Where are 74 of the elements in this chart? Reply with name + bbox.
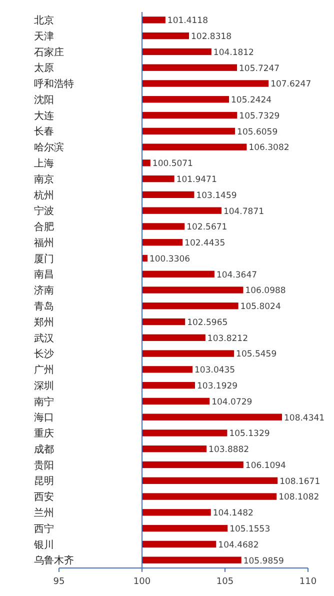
data-label: 105.5459 — [236, 350, 277, 360]
data-label: 102.5965 — [187, 318, 228, 328]
data-label: 103.8882 — [208, 445, 250, 456]
y-tick-label: 上海 — [34, 158, 54, 170]
y-tick-label: 厦门 — [34, 252, 54, 265]
y-tick-label: 长春 — [34, 126, 54, 138]
y-tick-label: 福州 — [34, 236, 54, 249]
y-tick-label: 郑州 — [34, 316, 54, 328]
y-tick-label: 宁波 — [34, 205, 54, 218]
data-label: 104.1482 — [212, 508, 254, 519]
y-tick-label: 合肥 — [34, 221, 54, 234]
data-label: 101.9471 — [176, 175, 217, 185]
data-label: 101.4118 — [167, 16, 208, 26]
data-label: 102.4435 — [184, 238, 226, 249]
x-tick-label: 100 — [133, 577, 151, 587]
y-tick-label: 南宁 — [34, 396, 54, 408]
data-label: 105.7329 — [239, 111, 280, 122]
data-label: 104.0729 — [212, 397, 252, 408]
y-tick-label: 太原 — [34, 62, 54, 74]
data-label: 102.5671 — [186, 222, 228, 233]
data-label: 100.5071 — [152, 159, 193, 170]
y-tick-label: 银川 — [33, 538, 54, 551]
y-tick-label: 成都 — [34, 443, 54, 456]
y-tick-label: 杭州 — [33, 189, 54, 202]
data-label: 106.3082 — [248, 143, 290, 154]
data-label: 108.1671 — [280, 476, 320, 487]
x-tick-label: 105 — [216, 577, 234, 587]
y-tick-label: 北京 — [34, 14, 54, 27]
y-tick-label: 南京 — [34, 173, 54, 186]
y-tick-label: 乌鲁木齐 — [34, 554, 74, 567]
y-tick-label: 海口 — [34, 412, 54, 424]
y-tick-label: 呼和浩特 — [34, 78, 74, 90]
data-label: 102.8318 — [191, 32, 232, 42]
data-label: 106.0988 — [245, 286, 286, 296]
data-label: 105.9859 — [243, 556, 284, 566]
data-label: 108.4341 — [284, 413, 325, 424]
data-label: 103.8212 — [207, 334, 248, 344]
y-tick-label: 重庆 — [34, 428, 54, 440]
data-label: 108.1082 — [278, 492, 320, 503]
y-tick-label: 沈阳 — [34, 94, 54, 106]
data-label: 100.3306 — [149, 254, 190, 264]
y-tick-label: 西安 — [34, 491, 54, 504]
y-tick-label: 广州 — [34, 364, 54, 376]
data-label: 104.3647 — [216, 270, 258, 280]
y-tick-label: 昆明 — [34, 476, 54, 488]
data-label: 103.0435 — [194, 366, 236, 376]
data-label: 103.1929 — [197, 382, 238, 392]
y-tick-label: 兰州 — [34, 507, 54, 519]
y-tick-label: 天津 — [34, 30, 54, 42]
data-label: 106.1094 — [245, 460, 286, 471]
y-tick-label: 青岛 — [34, 300, 54, 312]
data-label: 105.7247 — [239, 64, 280, 74]
x-tick-label: 110 — [299, 577, 317, 587]
data-label: 107.6247 — [270, 80, 312, 90]
y-tick-label: 贵阳 — [34, 459, 54, 472]
y-tick-label: 深圳 — [34, 380, 54, 392]
x-tick-label: 95 — [53, 577, 65, 587]
y-tick-label: 武汉 — [34, 332, 54, 344]
data-label: 105.8024 — [240, 302, 281, 312]
data-label: 105.6059 — [237, 127, 278, 138]
data-label: 104.4682 — [218, 540, 259, 550]
y-tick-label: 南昌 — [34, 268, 54, 281]
data-label: 105.2424 — [231, 96, 272, 106]
data-label: 105.1553 — [230, 524, 270, 534]
data-label: 105.1329 — [229, 429, 270, 440]
y-tick-label: 西宁 — [34, 522, 54, 535]
y-tick-label: 石家庄 — [34, 46, 64, 58]
y-tick-label: 哈尔滨 — [34, 142, 64, 154]
y-tick-label: 长沙 — [34, 348, 54, 360]
data-label: 104.1812 — [213, 48, 254, 58]
y-tick-label: 济南 — [34, 284, 54, 297]
data-label: 103.1459 — [196, 190, 237, 201]
data-label: 104.7871 — [223, 206, 264, 217]
y-tick-label: 大连 — [34, 110, 54, 122]
